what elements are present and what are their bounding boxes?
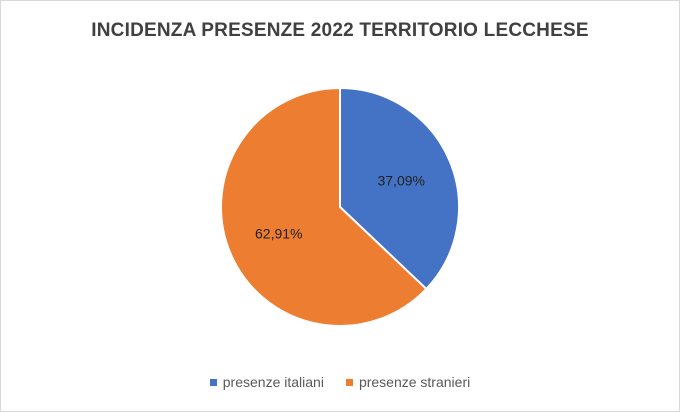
chart-title: INCIDENZA PRESENZE 2022 TERRITORIO LECCH… — [91, 20, 589, 41]
legend-swatch-stranieri — [345, 378, 353, 386]
legend-item-italiani: presenze italiani — [209, 374, 324, 390]
pie-slice-italiani — [339, 86, 460, 291]
legend-label-stranieri: presenze stranieri — [358, 374, 471, 390]
legend-item-stranieri: presenze stranieri — [345, 374, 471, 390]
data-label-italiani: 37,09% — [377, 173, 424, 189]
pie-slice-stranieri — [220, 86, 428, 327]
legend-label-italiani: presenze italiani — [222, 374, 324, 390]
legend: presenze italiani presenze stranieri — [0, 374, 680, 390]
legend-swatch-italiani — [209, 378, 217, 386]
data-label-stranieri: 62,91% — [255, 225, 302, 241]
